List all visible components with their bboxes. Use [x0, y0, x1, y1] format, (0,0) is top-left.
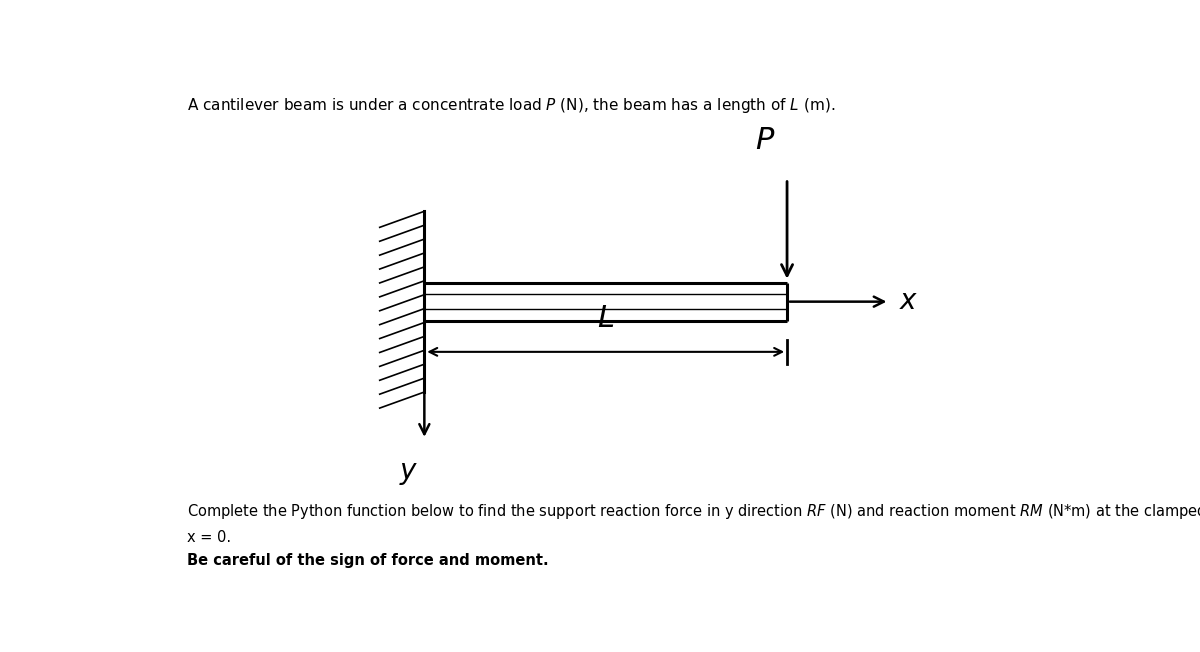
Text: x = 0.: x = 0.: [187, 530, 232, 545]
Text: Be careful of the sign of force and moment.: Be careful of the sign of force and mome…: [187, 553, 548, 568]
Text: Complete the Python function below to find the support reaction force in y direc: Complete the Python function below to fi…: [187, 503, 1200, 522]
Text: $x$: $x$: [899, 288, 918, 315]
Text: $L$: $L$: [598, 303, 614, 334]
Text: A cantilever beam is under a concentrate load $P$ (N), the beam has a length of : A cantilever beam is under a concentrate…: [187, 96, 835, 115]
Text: $P$: $P$: [755, 125, 775, 156]
Text: $y$: $y$: [398, 460, 419, 487]
